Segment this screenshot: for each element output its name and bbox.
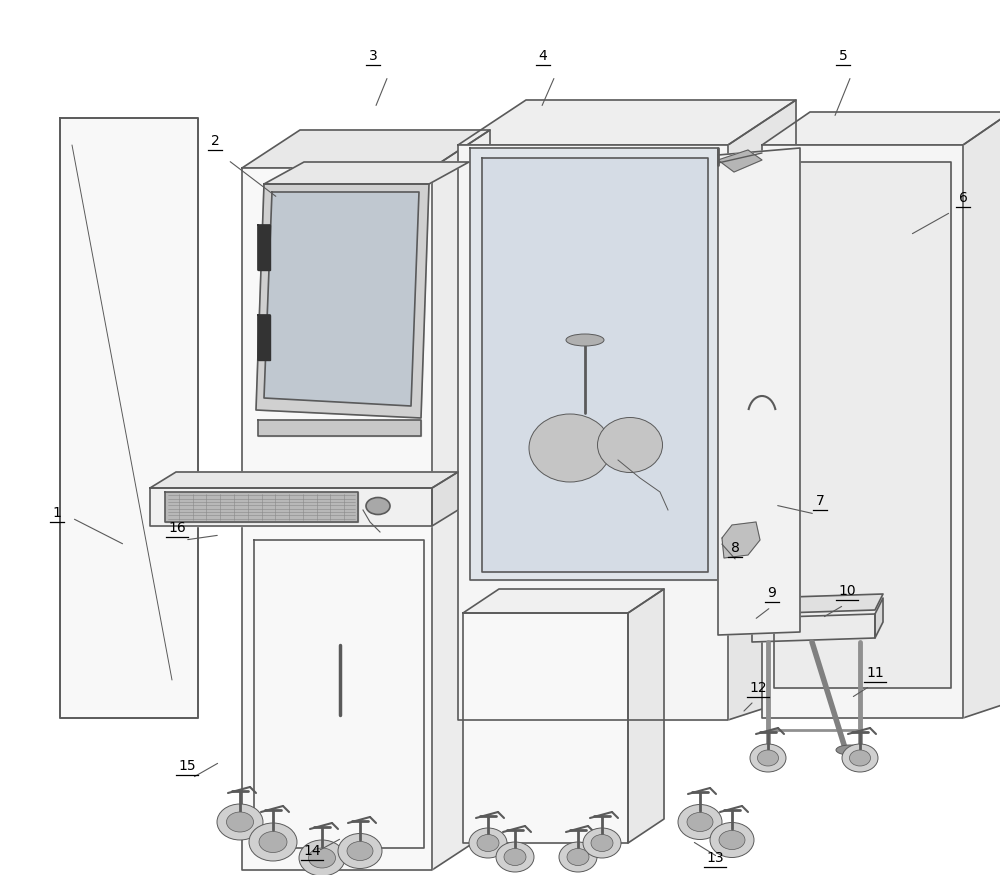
Ellipse shape	[249, 823, 297, 861]
Polygon shape	[718, 150, 762, 172]
Ellipse shape	[687, 813, 713, 831]
Ellipse shape	[836, 745, 864, 755]
Ellipse shape	[477, 835, 499, 851]
Polygon shape	[165, 492, 358, 522]
Polygon shape	[728, 100, 796, 720]
Polygon shape	[722, 522, 760, 558]
Polygon shape	[774, 162, 951, 688]
Text: 6: 6	[959, 191, 967, 205]
Polygon shape	[628, 589, 664, 843]
Ellipse shape	[566, 334, 604, 346]
Polygon shape	[762, 112, 1000, 145]
Polygon shape	[752, 614, 875, 642]
Ellipse shape	[299, 840, 345, 875]
Text: 2: 2	[211, 134, 219, 148]
Polygon shape	[458, 100, 796, 145]
Ellipse shape	[567, 849, 589, 865]
Polygon shape	[432, 130, 490, 870]
Text: 13: 13	[706, 851, 724, 865]
Polygon shape	[463, 613, 628, 843]
Ellipse shape	[710, 822, 754, 858]
Ellipse shape	[259, 831, 287, 852]
Polygon shape	[150, 472, 458, 488]
Text: 16: 16	[168, 521, 186, 535]
Ellipse shape	[338, 834, 382, 869]
Polygon shape	[463, 589, 664, 613]
Ellipse shape	[347, 842, 373, 860]
Ellipse shape	[226, 812, 254, 832]
Text: 11: 11	[866, 666, 884, 680]
Polygon shape	[264, 192, 419, 406]
Ellipse shape	[591, 835, 613, 851]
Text: 7: 7	[816, 494, 824, 508]
Polygon shape	[258, 420, 421, 436]
Polygon shape	[458, 145, 728, 720]
Ellipse shape	[529, 414, 611, 482]
Ellipse shape	[598, 417, 662, 473]
Polygon shape	[258, 315, 270, 360]
Polygon shape	[432, 472, 458, 526]
Polygon shape	[718, 148, 800, 635]
Polygon shape	[752, 594, 883, 614]
Text: 3: 3	[369, 49, 377, 63]
Polygon shape	[60, 118, 198, 718]
Text: 12: 12	[749, 681, 767, 695]
Polygon shape	[756, 540, 774, 618]
Polygon shape	[254, 540, 424, 848]
Ellipse shape	[719, 830, 745, 850]
Polygon shape	[470, 148, 718, 580]
Polygon shape	[264, 162, 469, 184]
Text: 14: 14	[303, 844, 321, 858]
Text: 4: 4	[539, 49, 547, 63]
Ellipse shape	[366, 498, 390, 514]
Polygon shape	[242, 168, 432, 870]
Text: 1: 1	[53, 506, 61, 520]
Ellipse shape	[559, 842, 597, 872]
Ellipse shape	[678, 804, 722, 839]
Polygon shape	[150, 488, 432, 526]
Polygon shape	[242, 130, 490, 168]
Text: 5: 5	[839, 49, 847, 63]
Ellipse shape	[758, 750, 778, 766]
Polygon shape	[258, 225, 270, 270]
Ellipse shape	[496, 842, 534, 872]
Ellipse shape	[217, 804, 263, 840]
Polygon shape	[762, 145, 963, 718]
Ellipse shape	[842, 744, 878, 772]
Text: 9: 9	[768, 586, 776, 600]
Ellipse shape	[750, 744, 786, 772]
Ellipse shape	[504, 849, 526, 865]
Text: 10: 10	[838, 584, 856, 598]
Polygon shape	[963, 112, 1000, 718]
Text: 8: 8	[731, 541, 739, 555]
Text: 15: 15	[178, 759, 196, 773]
Ellipse shape	[469, 828, 507, 858]
Polygon shape	[482, 158, 708, 572]
Ellipse shape	[583, 828, 621, 858]
Polygon shape	[875, 598, 883, 638]
Ellipse shape	[850, 750, 870, 766]
Ellipse shape	[308, 848, 336, 868]
Polygon shape	[256, 184, 429, 418]
